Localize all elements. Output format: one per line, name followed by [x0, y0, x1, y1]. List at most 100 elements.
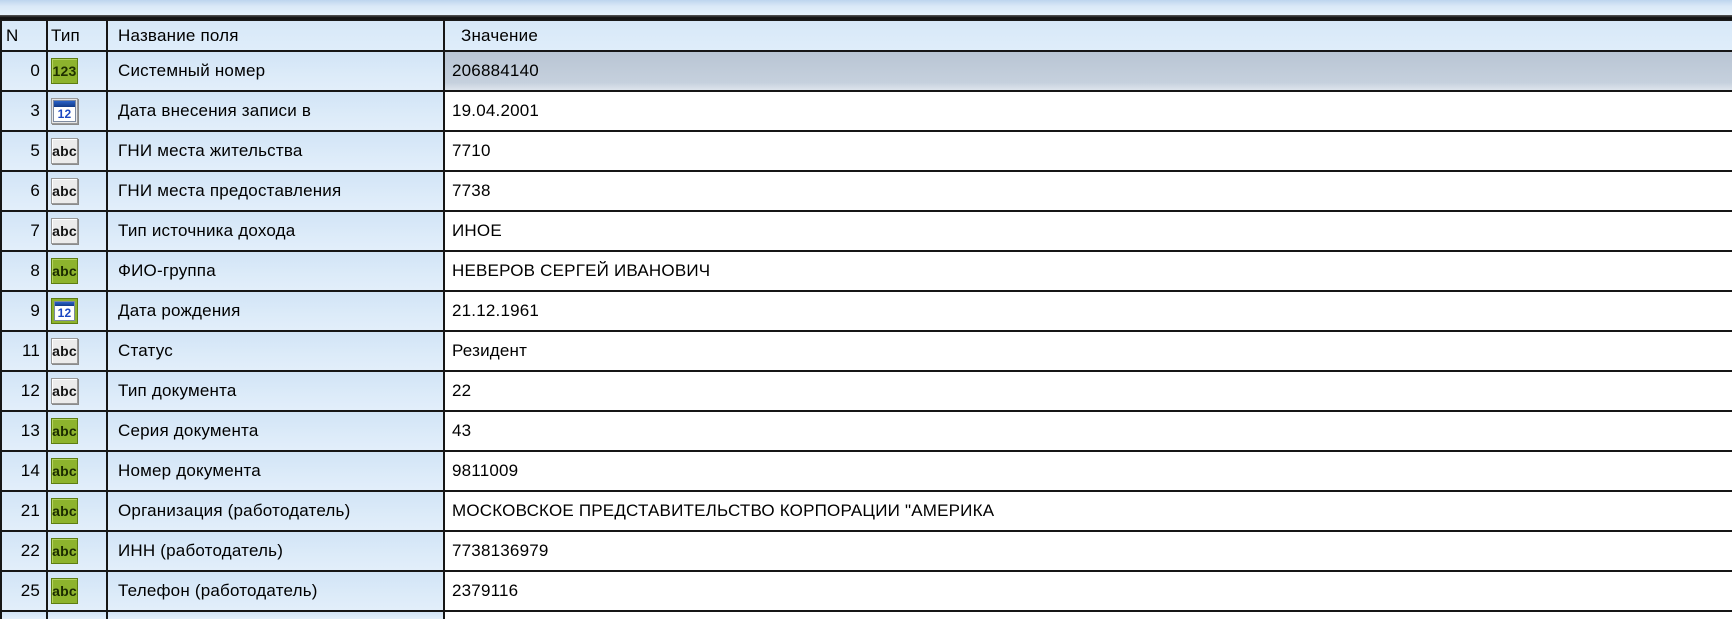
value-cell — [445, 612, 1732, 619]
field-name-cell[interactable]: ИНН (работодатель) — [108, 532, 445, 570]
grid-header-row: N Тип Название поля Значение — [2, 21, 1732, 52]
table-row[interactable]: 13 abc Серия документа 43 — [2, 412, 1732, 452]
type-cell[interactable]: abc — [48, 172, 108, 210]
calendar-day-number: 12 — [57, 306, 72, 320]
text-type-icon: abc — [51, 458, 78, 484]
row-number-cell[interactable]: 11 — [2, 332, 48, 370]
value-cell[interactable]: 9811009 — [445, 452, 1732, 490]
field-name-cell[interactable]: Тип документа — [108, 372, 445, 410]
value-cell[interactable]: 21.12.1961 — [445, 292, 1732, 330]
text-type-icon: abc — [51, 538, 78, 564]
field-name-cell[interactable]: Организация (работодатель) — [108, 492, 445, 530]
field-name-cell[interactable]: Дата внесения записи в — [108, 92, 445, 130]
calendar-type-icon: 12 — [51, 98, 78, 124]
value-cell[interactable]: НЕВЕРОВ СЕРГЕЙ ИВАНОВИЧ — [445, 252, 1732, 290]
row-number-cell[interactable]: 3 — [2, 92, 48, 130]
type-cell[interactable]: abc — [48, 412, 108, 450]
table-row[interactable]: 14 abc Номер документа 9811009 — [2, 452, 1732, 492]
calendar-day-number: 12 — [57, 107, 72, 121]
value-cell[interactable]: МОСКОВСКОЕ ПРЕДСТАВИТЕЛЬСТВО КОРПОРАЦИИ … — [445, 492, 1732, 530]
row-number-cell[interactable]: 21 — [2, 492, 48, 530]
table-row[interactable]: 5 abc ГНИ места жительства 7710 — [2, 132, 1732, 172]
table-row[interactable]: 25 abc Телефон (работодатель) 2379116 — [2, 572, 1732, 612]
table-row[interactable]: 22 abc ИНН (работодатель) 7738136979 — [2, 532, 1732, 572]
row-number-cell[interactable]: 22 — [2, 532, 48, 570]
value-cell[interactable]: ИНОЕ — [445, 212, 1732, 250]
type-cell[interactable]: abc — [48, 132, 108, 170]
numeric-type-icon: 123 — [51, 58, 78, 84]
row-number-cell[interactable]: 0 — [2, 52, 48, 90]
text-type-icon: abc — [51, 498, 78, 524]
row-number-cell[interactable]: 7 — [2, 212, 48, 250]
value-cell[interactable]: 7710 — [445, 132, 1732, 170]
row-number-cell — [2, 612, 48, 619]
table-row[interactable]: 6 abc ГНИ места предоставления 7738 — [2, 172, 1732, 212]
field-grid: N Тип Название поля Значение 0 123 Системн… — [0, 21, 1732, 619]
field-name-cell[interactable]: Системный номер — [108, 52, 445, 90]
text-type-icon: abc — [51, 218, 78, 244]
calendar-sheet: 12 — [54, 301, 75, 321]
type-cell[interactable]: abc — [48, 452, 108, 490]
value-cell[interactable]: 19.04.2001 — [445, 92, 1732, 130]
row-number-cell[interactable]: 12 — [2, 372, 48, 410]
type-cell[interactable]: abc — [48, 572, 108, 610]
row-number-cell[interactable]: 9 — [2, 292, 48, 330]
type-cell[interactable]: 123 — [48, 52, 108, 90]
text-type-icon: abc — [51, 378, 78, 404]
calendar-sheet: 12 — [53, 100, 76, 122]
value-cell[interactable]: 22 — [445, 372, 1732, 410]
text-type-icon: abc — [51, 258, 78, 284]
value-cell[interactable]: 7738 — [445, 172, 1732, 210]
row-number-cell[interactable]: 14 — [2, 452, 48, 490]
calendar-top-bar — [55, 302, 74, 306]
table-row[interactable]: 21 abc Организация (работодатель) МОСКОВСКО… — [2, 492, 1732, 532]
table-row[interactable]: 3 12 Дата внесения записи в 19.04.2001 — [2, 92, 1732, 132]
type-cell[interactable]: abc — [48, 492, 108, 530]
column-header-type: Тип — [48, 21, 108, 50]
table-row[interactable]: 11 abc Статус Резидент — [2, 332, 1732, 372]
text-type-icon: abc — [51, 138, 78, 164]
window-separator-band — [0, 15, 1732, 21]
table-row[interactable]: 0 123 Системный номер 206884140 — [2, 52, 1732, 92]
value-cell[interactable]: Резидент — [445, 332, 1732, 370]
type-cell[interactable]: abc — [48, 372, 108, 410]
field-name-cell[interactable]: Дата рождения — [108, 292, 445, 330]
table-row[interactable]: 12 abc Тип документа 22 — [2, 372, 1732, 412]
type-cell[interactable]: abc — [48, 252, 108, 290]
value-cell[interactable]: 206884140 — [445, 52, 1732, 90]
field-name-cell[interactable]: ФИО-группа — [108, 252, 445, 290]
row-number-cell[interactable]: 6 — [2, 172, 48, 210]
field-name-cell[interactable]: Статус — [108, 332, 445, 370]
row-number-cell[interactable]: 25 — [2, 572, 48, 610]
row-number-cell[interactable]: 5 — [2, 132, 48, 170]
field-name-cell[interactable]: Тип источника дохода — [108, 212, 445, 250]
column-header-n: N — [2, 21, 48, 50]
row-number-cell[interactable]: 13 — [2, 412, 48, 450]
field-name-cell[interactable]: ГНИ места жительства — [108, 132, 445, 170]
value-cell[interactable]: 2379116 — [445, 572, 1732, 610]
type-cell[interactable]: abc — [48, 332, 108, 370]
field-name-cell[interactable]: ГНИ места предоставления — [108, 172, 445, 210]
value-cell[interactable]: 43 — [445, 412, 1732, 450]
text-type-icon: abc — [51, 578, 78, 604]
calendar-type-icon: 12 — [51, 298, 78, 324]
type-cell[interactable]: 12 — [48, 92, 108, 130]
table-row[interactable]: 7 abc Тип источника дохода ИНОЕ — [2, 212, 1732, 252]
type-cell[interactable]: 12 — [48, 292, 108, 330]
row-number-cell[interactable]: 8 — [2, 252, 48, 290]
field-name-cell — [108, 612, 445, 619]
column-header-name: Название поля — [108, 21, 445, 50]
calendar-top-bar — [54, 101, 75, 107]
text-type-icon: abc — [51, 338, 78, 364]
field-name-cell[interactable]: Номер документа — [108, 452, 445, 490]
type-cell[interactable]: abc — [48, 212, 108, 250]
table-row[interactable]: 8 abc ФИО-группа НЕВЕРОВ СЕРГЕЙ ИВАНОВИЧ — [2, 252, 1732, 292]
column-header-value: Значение — [445, 21, 1732, 50]
text-type-icon: abc — [51, 178, 78, 204]
field-name-cell[interactable]: Серия документа — [108, 412, 445, 450]
table-row[interactable]: 9 12 Дата рождения 21.12.1961 — [2, 292, 1732, 332]
field-name-cell[interactable]: Телефон (работодатель) — [108, 572, 445, 610]
type-cell[interactable]: abc — [48, 532, 108, 570]
value-cell[interactable]: 7738136979 — [445, 532, 1732, 570]
